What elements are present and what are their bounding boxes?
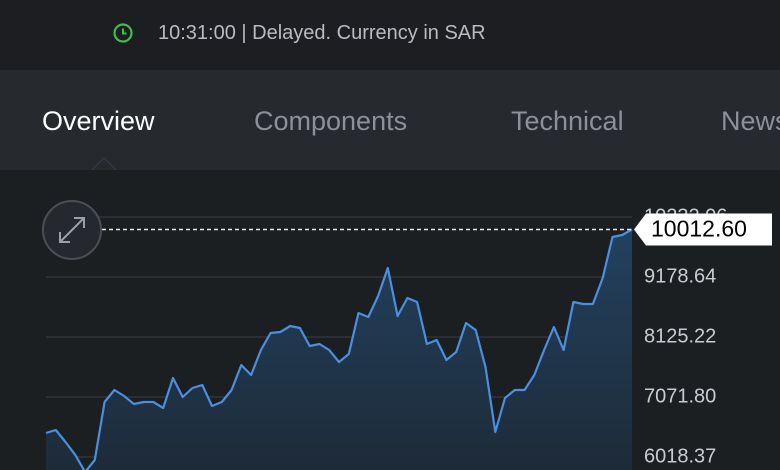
status-bar: 10:31:00 | Delayed. Currency in SAR (112, 18, 486, 48)
clock-icon (113, 23, 133, 43)
tab[interactable]: Overview (42, 106, 155, 136)
tab-bar: Overview Components Technical News (0, 70, 780, 170)
y-tick-label: 6018.37 (644, 445, 716, 467)
y-tick-label: 7071.80 (644, 385, 716, 407)
tab[interactable]: Components (254, 106, 408, 136)
area (46, 229, 632, 470)
last-value-box (634, 213, 772, 246)
expand-icon (59, 217, 85, 243)
tab-indicator (92, 158, 116, 170)
status-text: 10:31:00 | Delayed. Currency in SAR (158, 21, 486, 44)
last-value-label: 10012.60 (651, 216, 747, 242)
tab[interactable]: Technical (511, 106, 624, 136)
y-tick-label: 8125.22 (644, 325, 716, 347)
tab-indicator-edge (91, 157, 117, 171)
line (45, 228, 633, 470)
y-tick-label: 9178.64 (644, 265, 716, 287)
tab[interactable]: News (721, 106, 780, 136)
